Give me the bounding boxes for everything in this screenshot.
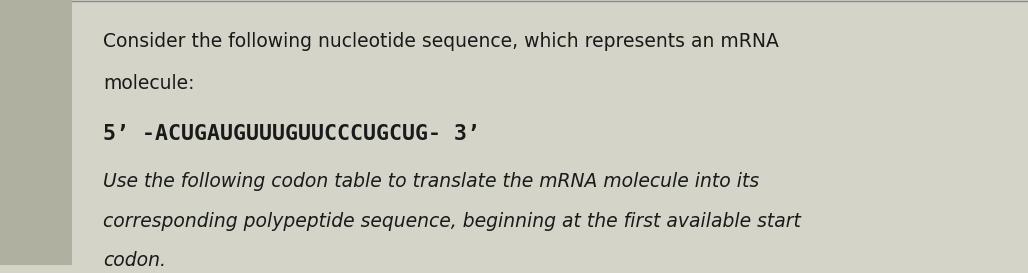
Text: corresponding polypeptide sequence, beginning at the first available start: corresponding polypeptide sequence, begi… [103, 212, 801, 231]
Text: 5’ -ACUGAUGUUUGUUCCCUGCUG- 3’: 5’ -ACUGAUGUUUGUUCCCUGCUG- 3’ [103, 124, 480, 144]
Text: molecule:: molecule: [103, 74, 194, 93]
FancyBboxPatch shape [0, 0, 72, 265]
Text: codon.: codon. [103, 251, 166, 270]
Text: Consider the following nucleotide sequence, which represents an mRNA: Consider the following nucleotide sequen… [103, 32, 778, 51]
Text: Use the following codon table to translate the mRNA molecule into its: Use the following codon table to transla… [103, 172, 759, 191]
